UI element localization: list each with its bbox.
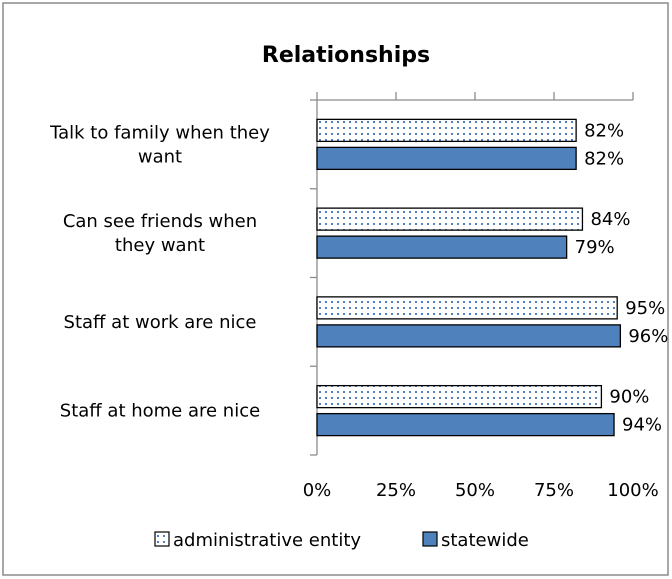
data-label: 84% <box>590 209 630 230</box>
legend-swatch-administrative-entity <box>154 531 170 547</box>
category-label: Can see friends when <box>63 211 257 232</box>
data-label: 79% <box>575 237 615 258</box>
plot-area: 0% 25% 50% 75% 100% Talk to family when they w… <box>49 92 668 501</box>
x-tick-label: 50% <box>455 480 495 501</box>
bar-statewide <box>316 412 615 437</box>
data-label: 95% <box>625 298 665 319</box>
data-label: 96% <box>628 326 668 347</box>
category-label: want <box>138 146 182 167</box>
bar-statewide <box>316 235 568 259</box>
bar-statewide <box>316 146 577 171</box>
legend-label: administrative entity <box>173 530 361 551</box>
bar-administrative-entity <box>316 384 603 409</box>
x-tick-label: 75% <box>534 480 574 501</box>
x-tick-label: 0% <box>303 480 332 501</box>
data-label: 90% <box>609 387 649 408</box>
bar-statewide <box>316 324 622 348</box>
category-label: Staff at home are nice <box>60 401 260 422</box>
data-label: 94% <box>622 415 662 436</box>
data-label: 82% <box>584 120 624 141</box>
legend: administrative entity statewide <box>154 530 529 551</box>
category-label: Talk to family when they <box>49 122 270 143</box>
category-label: Staff at work are nice <box>64 312 257 333</box>
bar-administrative-entity <box>316 207 584 231</box>
category-label: they want <box>115 235 205 256</box>
chart-title: Relationships <box>262 43 430 68</box>
bar-administrative-entity <box>316 296 618 320</box>
legend-swatch-statewide <box>422 531 438 547</box>
bar-administrative-entity <box>316 118 577 143</box>
x-tick-label: 100% <box>607 480 658 501</box>
data-label: 82% <box>584 148 624 169</box>
legend-label: statewide <box>441 530 529 551</box>
x-tick-label: 25% <box>376 480 416 501</box>
